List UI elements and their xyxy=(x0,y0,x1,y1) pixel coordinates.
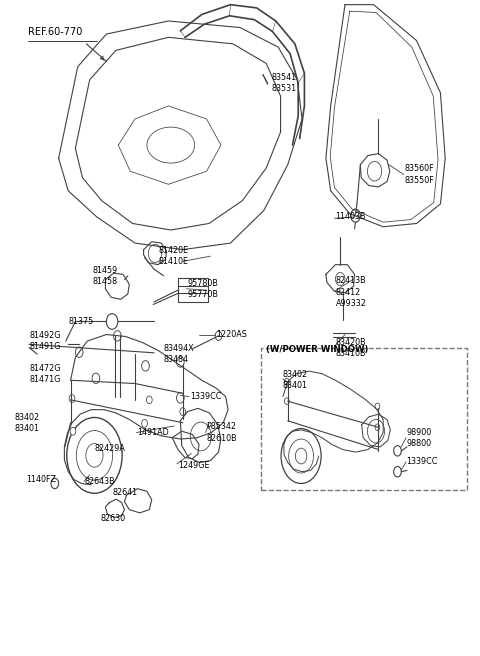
Text: 81420E
81410E: 81420E 81410E xyxy=(159,246,189,266)
Text: 83402
83401: 83402 83401 xyxy=(283,370,308,390)
Text: 1220AS: 1220AS xyxy=(216,330,247,339)
Circle shape xyxy=(146,396,152,404)
Text: 81492G
81491G: 81492G 81491G xyxy=(29,331,60,351)
Text: 11403B: 11403B xyxy=(336,213,366,222)
Circle shape xyxy=(180,407,186,415)
Circle shape xyxy=(177,357,184,367)
Circle shape xyxy=(177,393,184,403)
Circle shape xyxy=(70,427,76,435)
Circle shape xyxy=(142,361,149,371)
Text: 82630: 82630 xyxy=(101,514,126,523)
Text: P85342
82610B: P85342 82610B xyxy=(206,422,237,443)
Circle shape xyxy=(92,373,100,384)
Text: 81472G
81471G: 81472G 81471G xyxy=(29,363,60,384)
Text: 82643B: 82643B xyxy=(85,477,116,486)
Circle shape xyxy=(394,445,401,456)
Circle shape xyxy=(394,466,401,477)
Circle shape xyxy=(375,403,380,409)
Circle shape xyxy=(142,419,147,427)
Text: 98900
98800: 98900 98800 xyxy=(406,428,432,448)
Text: 82413B
82412
A99332: 82413B 82412 A99332 xyxy=(336,276,366,308)
Circle shape xyxy=(375,424,380,430)
Circle shape xyxy=(51,478,59,489)
Text: 83560F
83550F: 83560F 83550F xyxy=(405,165,434,184)
Circle shape xyxy=(284,398,289,405)
Text: 83541
83531: 83541 83531 xyxy=(271,73,296,93)
Text: 81375: 81375 xyxy=(68,317,94,326)
Text: 95780B
95770B: 95780B 95770B xyxy=(188,279,218,299)
Text: 83420B
83410B: 83420B 83410B xyxy=(336,338,366,358)
Circle shape xyxy=(284,379,289,385)
Text: 1491AD: 1491AD xyxy=(137,428,169,437)
Text: 1339CC: 1339CC xyxy=(190,392,221,401)
Circle shape xyxy=(114,331,121,341)
Text: 83402
83401: 83402 83401 xyxy=(15,413,40,433)
Text: 81459
81458: 81459 81458 xyxy=(92,266,117,286)
Text: 1140FZ: 1140FZ xyxy=(26,475,56,484)
Circle shape xyxy=(69,395,75,403)
Circle shape xyxy=(215,331,222,340)
Text: 83494X
83484: 83494X 83484 xyxy=(164,344,194,364)
Text: 82429A: 82429A xyxy=(95,444,125,453)
Text: 1339CC: 1339CC xyxy=(406,457,437,466)
Circle shape xyxy=(351,209,360,222)
Text: 82641: 82641 xyxy=(112,488,137,497)
Text: (W/POWER WINDOW): (W/POWER WINDOW) xyxy=(266,345,369,354)
Text: 1249GE: 1249GE xyxy=(178,461,209,470)
Text: REF.60-770: REF.60-770 xyxy=(28,28,82,37)
Circle shape xyxy=(75,347,83,358)
